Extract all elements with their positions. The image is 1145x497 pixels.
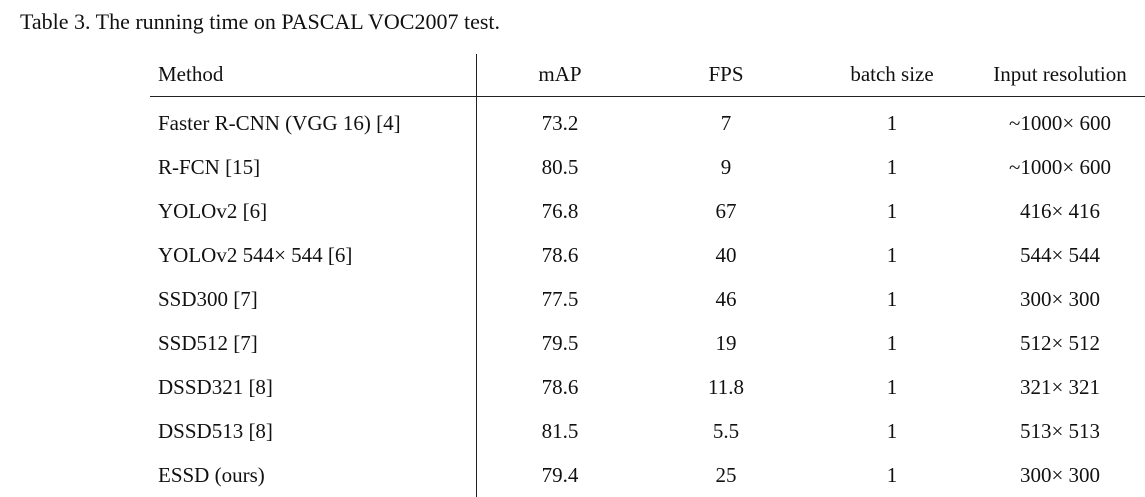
cell-map: 79.5 [477, 321, 644, 365]
cell-batch-size: 1 [809, 453, 975, 497]
cell-input-resolution: 321× 321 [975, 365, 1145, 409]
cell-batch-size: 1 [809, 233, 975, 277]
cell-map: 80.5 [477, 145, 644, 189]
cell-input-resolution: 416× 416 [975, 189, 1145, 233]
cell-batch-size: 1 [809, 409, 975, 453]
table-header: Method mAP FPS batch size Input resoluti… [150, 54, 1145, 97]
table-row: Faster R-CNN (VGG 16) [4] 73.2 7 1 ~1000… [150, 97, 1145, 146]
cell-batch-size: 1 [809, 145, 975, 189]
cell-map: 73.2 [477, 97, 644, 146]
header-method: Method [150, 54, 477, 97]
table-row: YOLOv2 544× 544 [6] 78.6 40 1 544× 544 [150, 233, 1145, 277]
table-row: DSSD321 [8] 78.6 11.8 1 321× 321 [150, 365, 1145, 409]
cell-input-resolution: ~1000× 600 [975, 145, 1145, 189]
cell-method: DSSD321 [8] [150, 365, 477, 409]
cell-input-resolution: 513× 513 [975, 409, 1145, 453]
table-caption: Table 3. The running time on PASCAL VOC2… [20, 7, 500, 37]
cell-input-resolution: 544× 544 [975, 233, 1145, 277]
header-input-resolution: Input resolution [975, 54, 1145, 97]
header-row: Method mAP FPS batch size Input resoluti… [150, 54, 1145, 97]
cell-method: YOLOv2 544× 544 [6] [150, 233, 477, 277]
cell-batch-size: 1 [809, 321, 975, 365]
cell-method: R-FCN [15] [150, 145, 477, 189]
cell-map: 78.6 [477, 365, 644, 409]
cell-fps: 7 [643, 97, 809, 146]
header-batch-size: batch size [809, 54, 975, 97]
cell-batch-size: 1 [809, 365, 975, 409]
cell-method: SSD512 [7] [150, 321, 477, 365]
cell-fps: 46 [643, 277, 809, 321]
cell-fps: 5.5 [643, 409, 809, 453]
cell-batch-size: 1 [809, 277, 975, 321]
table-row: SSD512 [7] 79.5 19 1 512× 512 [150, 321, 1145, 365]
cell-map: 76.8 [477, 189, 644, 233]
table-row: DSSD513 [8] 81.5 5.5 1 513× 513 [150, 409, 1145, 453]
cell-fps: 19 [643, 321, 809, 365]
cell-map: 77.5 [477, 277, 644, 321]
cell-fps: 9 [643, 145, 809, 189]
cell-map: 78.6 [477, 233, 644, 277]
cell-input-resolution: 512× 512 [975, 321, 1145, 365]
cell-input-resolution: ~1000× 600 [975, 97, 1145, 146]
cell-fps: 11.8 [643, 365, 809, 409]
table-body: Faster R-CNN (VGG 16) [4] 73.2 7 1 ~1000… [150, 97, 1145, 497]
cell-batch-size: 1 [809, 189, 975, 233]
table-row: SSD300 [7] 77.5 46 1 300× 300 [150, 277, 1145, 321]
cell-method: DSSD513 [8] [150, 409, 477, 453]
header-map: mAP [477, 54, 644, 97]
table-row: YOLOv2 [6] 76.8 67 1 416× 416 [150, 189, 1145, 233]
cell-method: SSD300 [7] [150, 277, 477, 321]
table-row: ESSD (ours) 79.4 25 1 300× 300 [150, 453, 1145, 497]
cell-input-resolution: 300× 300 [975, 277, 1145, 321]
header-fps: FPS [643, 54, 809, 97]
cell-fps: 40 [643, 233, 809, 277]
cell-batch-size: 1 [809, 97, 975, 146]
running-time-table: Method mAP FPS batch size Input resoluti… [150, 54, 1145, 497]
cell-method: Faster R-CNN (VGG 16) [4] [150, 97, 477, 146]
cell-map: 79.4 [477, 453, 644, 497]
cell-method: ESSD (ours) [150, 453, 477, 497]
cell-map: 81.5 [477, 409, 644, 453]
cell-fps: 67 [643, 189, 809, 233]
cell-fps: 25 [643, 453, 809, 497]
cell-method: YOLOv2 [6] [150, 189, 477, 233]
table-row: R-FCN [15] 80.5 9 1 ~1000× 600 [150, 145, 1145, 189]
cell-input-resolution: 300× 300 [975, 453, 1145, 497]
